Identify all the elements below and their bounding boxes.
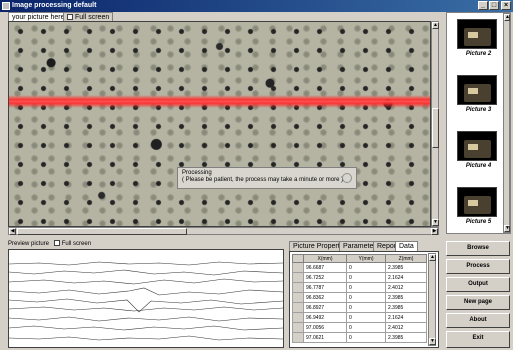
main-image-view[interactable]: Processing ( Please be patient, the proc…: [8, 21, 431, 227]
image-vertical-scrollbar[interactable]: ▲ ▼: [431, 21, 439, 227]
thumbnail-label: Picture 4: [465, 163, 492, 169]
table-row[interactable]: 96.7787 0 2.4012: [292, 282, 427, 293]
minimize-button[interactable]: _: [478, 1, 488, 10]
table-cell: 2.3985: [385, 292, 427, 303]
table-cell: 0: [346, 282, 386, 293]
table-header-row: X(mm) Y(mm) Z(mm): [292, 254, 427, 263]
close-button[interactable]: ×: [501, 1, 511, 10]
preview-full-screen-label: Full screen: [61, 241, 92, 247]
table-cell: 96.8927: [303, 302, 347, 313]
process-button[interactable]: Process: [446, 259, 510, 274]
new-page-button[interactable]: New page: [446, 295, 510, 310]
table-cell: 97.0056: [303, 322, 347, 333]
data-table-panel: X(mm) Y(mm) Z(mm) 96.6687 0 2.3985 96.7252…: [289, 251, 439, 348]
table-row[interactable]: 96.7252 0 2.1624: [292, 272, 427, 283]
vertical-scroll-thumb[interactable]: [432, 108, 439, 148]
scroll-up-arrow-icon[interactable]: ▲: [429, 254, 436, 261]
table-scrollbar[interactable]: ▲ ▼: [428, 253, 436, 346]
scroll-down-arrow-icon[interactable]: ▼: [429, 338, 436, 345]
preview-full-screen-checkbox[interactable]: [53, 240, 60, 247]
table-cell: 0: [346, 312, 386, 323]
table-row[interactable]: 96.6687 0 2.3985: [292, 262, 427, 273]
column-header[interactable]: Z(mm): [385, 254, 427, 263]
browse-button[interactable]: Browse: [446, 241, 510, 256]
table-cell: 0: [346, 272, 386, 283]
scroll-left-arrow-icon[interactable]: ◀: [9, 228, 16, 235]
table-row[interactable]: 96.8362 0 2.3985: [292, 292, 427, 303]
table-cell: 97.0621: [303, 332, 347, 343]
processing-message: ( Please be patient, the process may tak…: [182, 177, 344, 183]
thumbnail-scrollbar[interactable]: ▲ ▼: [503, 13, 510, 233]
title-bar: Image processing default _ □ ×: [0, 0, 513, 12]
column-header[interactable]: Y(mm): [346, 254, 386, 263]
preview-header: Preview picture Full screen: [8, 240, 91, 249]
processing-title: Processing: [182, 170, 212, 176]
hourglass-icon: [342, 173, 352, 183]
table-cell: 0: [346, 292, 386, 303]
scroll-down-arrow-icon[interactable]: ▼: [504, 225, 510, 232]
table-cell: 2.4012: [385, 282, 427, 293]
scroll-up-arrow-icon[interactable]: ▲: [504, 14, 510, 21]
table-cell: 2.4012: [385, 322, 427, 333]
table-row[interactable]: 96.8927 0 2.3985: [292, 302, 427, 313]
table-cell: 2.3985: [385, 302, 427, 313]
table-cell: 96.6687: [303, 262, 347, 273]
thumbnail-image[interactable]: [457, 187, 497, 217]
profile-lines-graphic: [8, 261, 284, 341]
tab-full-screen[interactable]: Full screen: [63, 12, 114, 22]
table-row[interactable]: 97.0056 0 2.4012: [292, 322, 427, 333]
processing-dialog: Processing ( Please be patient, the proc…: [177, 167, 357, 189]
table-cell: 2.1624: [385, 312, 427, 323]
table-cell: 0: [346, 322, 386, 333]
thumbnail-label: Picture 2: [465, 51, 492, 57]
scroll-down-arrow-icon[interactable]: ▼: [432, 219, 439, 226]
table-cell: 2.3985: [385, 332, 427, 343]
full-screen-checkbox[interactable]: [67, 14, 73, 21]
preview-plot: [8, 249, 284, 348]
tab-full-screen-label: Full screen: [75, 14, 110, 21]
table-cell: 0: [346, 262, 386, 273]
scroll-up-arrow-icon[interactable]: ▲: [432, 22, 439, 29]
table-cell: 96.9492: [303, 312, 347, 323]
table-row[interactable]: 97.0621 0 2.3985: [292, 332, 427, 343]
output-button[interactable]: Output: [446, 277, 510, 292]
table-cell: 96.7252: [303, 272, 347, 283]
thumbnail-image[interactable]: [457, 19, 497, 49]
window-title: Image processing default: [12, 2, 97, 9]
table-cell: 2.3985: [385, 262, 427, 273]
thumbnail-label: Picture 3: [465, 107, 492, 113]
tab-data[interactable]: Data: [395, 241, 418, 251]
exit-button[interactable]: Exit: [446, 331, 510, 348]
data-table: X(mm) Y(mm) Z(mm) 96.6687 0 2.3985 96.7252…: [292, 254, 427, 343]
table-cell: 0: [346, 332, 386, 343]
thumbnail-image[interactable]: [457, 131, 497, 161]
preview-label: Preview picture: [8, 241, 50, 247]
table-row[interactable]: 96.9492 0 2.1624: [292, 312, 427, 323]
scroll-right-arrow-icon[interactable]: ▶: [431, 228, 438, 235]
about-button[interactable]: About: [446, 313, 510, 328]
image-horizontal-scrollbar[interactable]: ◀ ▶: [8, 227, 439, 235]
table-cell: 0: [346, 302, 386, 313]
table-cell: 96.7787: [303, 282, 347, 293]
horizontal-scroll-thumb[interactable]: [17, 228, 187, 235]
table-cell: 96.8362: [303, 292, 347, 303]
thumbnail-panel: Picture 2 Picture 3 Picture 4 Picture 5 …: [446, 12, 511, 234]
column-header[interactable]: X(mm): [303, 254, 347, 263]
maximize-button[interactable]: □: [489, 1, 499, 10]
thumbnail-label: Picture 5: [465, 219, 492, 225]
laser-line: [9, 95, 430, 108]
thumbnail-image[interactable]: [457, 75, 497, 105]
app-icon: [2, 2, 10, 10]
table-cell: 2.1624: [385, 272, 427, 283]
